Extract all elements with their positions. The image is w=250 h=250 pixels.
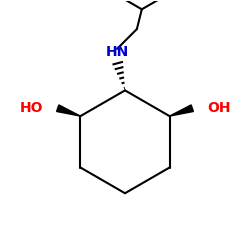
Text: HO: HO bbox=[20, 101, 43, 115]
Polygon shape bbox=[56, 105, 80, 116]
Text: HN: HN bbox=[106, 45, 129, 59]
Text: OH: OH bbox=[207, 101, 231, 115]
Polygon shape bbox=[170, 105, 194, 116]
